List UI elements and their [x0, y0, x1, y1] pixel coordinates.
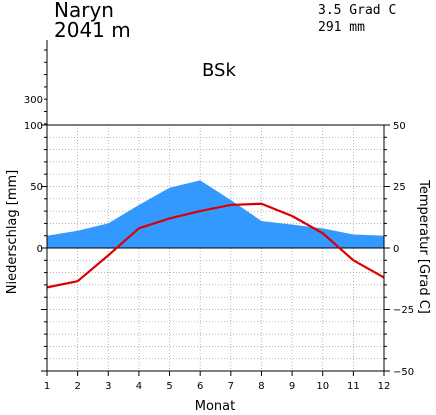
x-tick-label: 11	[347, 381, 360, 392]
station-elevation: 2041 m	[54, 18, 131, 42]
climate-classification: BSk	[202, 60, 236, 81]
x-tick-label: 6	[197, 381, 203, 392]
left-tick-label: 100	[24, 121, 43, 132]
x-axis-label: Monat	[195, 399, 235, 414]
x-tick-label: 7	[228, 381, 234, 392]
x-tick-label: 3	[105, 381, 111, 392]
station-name: Naryn	[54, 0, 114, 22]
plot-data	[46, 180, 385, 289]
x-tick-label: 10	[316, 381, 329, 392]
x-tick-label: 9	[289, 381, 295, 392]
x-tick-label: 4	[136, 381, 142, 392]
right-tick-label: 50	[393, 121, 406, 132]
right-tick-label: 25	[393, 182, 406, 193]
mean-temperature: 3.5 Grad C	[318, 3, 397, 18]
x-tick-label: 5	[166, 381, 172, 392]
x-tick-label: 1	[44, 381, 50, 392]
annual-precipitation: 291 mm	[318, 20, 365, 35]
y-axis-label-left: Niederschlag [mm]	[5, 170, 20, 295]
left-tick-label: 50	[30, 182, 43, 193]
temperature-line	[46, 202, 385, 289]
precipitation-area	[47, 180, 384, 248]
right-tick-label: 0	[393, 244, 399, 255]
left-tick-label: 0	[37, 244, 43, 255]
right-tick-label: −25	[393, 305, 414, 316]
y-axis-label-right: Temperatur [Grad C]	[416, 179, 431, 314]
tick-labels: 300 100 50 0 50 25 0 −25 −50 Monat Niede…	[5, 95, 431, 414]
x-tick-label: 2	[74, 381, 80, 392]
right-tick-label: −50	[393, 367, 414, 378]
x-tick-label: 12	[378, 381, 391, 392]
x-tick-label: 8	[258, 381, 264, 392]
left-tick-label: 300	[24, 95, 43, 106]
axes	[41, 40, 390, 376]
